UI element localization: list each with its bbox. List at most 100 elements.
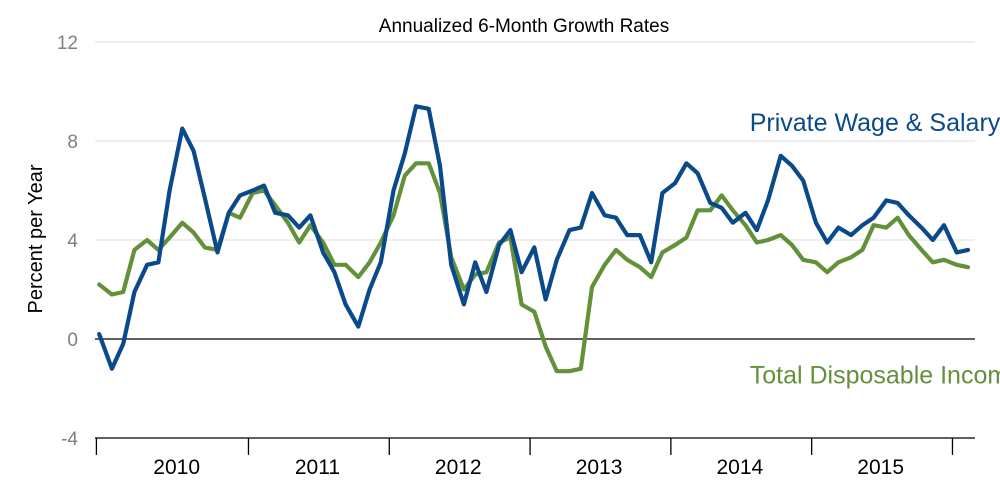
wage-salary-point [907, 213, 911, 218]
disposable-income-point [391, 213, 396, 218]
disposable-income-point [731, 208, 735, 213]
disposable-income-point [790, 243, 794, 247]
disposable-income-point [543, 344, 548, 349]
wage-salary-point [238, 193, 242, 198]
wage-salary-point [180, 126, 185, 131]
disposable-income-point [519, 302, 524, 307]
disposable-income-point [297, 240, 302, 245]
x-tick-label: 2011 [295, 456, 340, 479]
wage-salary-point [286, 213, 290, 218]
wage-salary-point [590, 191, 594, 195]
x-tick-label: 2012 [435, 456, 482, 479]
wage-salary-point [884, 198, 889, 203]
disposable-income-point [907, 233, 911, 237]
wage-salary-point [919, 225, 924, 230]
wage-salary-point [825, 240, 829, 245]
disposable-income-point [532, 310, 537, 314]
disposable-income-point [121, 290, 125, 294]
wage-salary-point [203, 196, 207, 200]
wage-salary-line [97, 104, 971, 371]
disposable-income-point [766, 238, 770, 242]
disposable-income-point [814, 260, 818, 265]
disposable-income-line [97, 161, 971, 374]
disposable-income-point [708, 208, 713, 213]
disposable-income-point [614, 248, 618, 252]
disposable-income-label: Total Disposable Income [750, 362, 1000, 390]
series-lines [97, 104, 971, 374]
x-tick-label: 2014 [717, 456, 764, 479]
wage-salary-point [473, 260, 478, 265]
wage-salary-point [438, 164, 442, 168]
wage-salary-point [814, 220, 818, 225]
y-tick-label: 8 [67, 132, 78, 153]
disposable-income-point [379, 240, 383, 245]
wage-salary-point [403, 151, 407, 156]
disposable-income-point [942, 258, 946, 262]
disposable-income-point [695, 208, 700, 213]
wage-salary-point [860, 223, 865, 227]
disposable-income-point [110, 292, 114, 297]
x-tick-label: 2013 [576, 456, 623, 479]
wage-salary-point [110, 366, 114, 371]
disposable-income-point [931, 260, 935, 265]
wage-salary-point [332, 270, 337, 275]
disposable-income-point [602, 263, 607, 267]
wage-salary-point [532, 245, 537, 250]
wage-salary-point [414, 104, 418, 109]
disposable-income-point [484, 270, 489, 275]
chart-title: Annualized 6-Month Growth Rates [379, 16, 669, 37]
wage-salary-point [449, 263, 454, 267]
disposable-income-point [871, 223, 876, 227]
wage-salary-point [684, 161, 689, 166]
disposable-income-point [414, 161, 418, 166]
wage-salary-point [755, 228, 759, 232]
wage-salary-point [191, 149, 196, 153]
wage-salary-point [849, 233, 853, 237]
wage-salary-point [508, 228, 513, 232]
disposable-income-point [590, 285, 594, 289]
wage-salary-point [156, 260, 161, 265]
disposable-income-point [132, 248, 137, 252]
y-tick-label: 12 [57, 33, 78, 54]
wage-salary-point [321, 250, 325, 255]
wage-salary-point [121, 342, 125, 346]
wage-salary-point [167, 188, 172, 193]
wage-salary-point [426, 107, 431, 111]
wage-salary-point [543, 297, 548, 302]
y-tick-label: 4 [67, 231, 78, 252]
disposable-income-point [238, 215, 242, 220]
disposable-income-point [919, 248, 924, 252]
disposable-income-point [145, 238, 149, 242]
x-tick-label: 2015 [857, 456, 904, 479]
wage-salary-point [497, 243, 501, 247]
wage-salary-point [97, 332, 101, 336]
disposable-income-point [97, 282, 101, 287]
disposable-income-point [332, 263, 337, 267]
wage-salary-point [790, 164, 794, 168]
wage-salary-point [766, 198, 770, 203]
y-tick-label: 0 [67, 330, 78, 351]
disposable-income-point [649, 275, 653, 279]
wage-salary-point [966, 248, 970, 252]
disposable-income-point [167, 235, 172, 240]
disposable-income-point [579, 366, 583, 371]
disposable-income-point [286, 220, 290, 225]
wage-salary-point [942, 223, 946, 227]
disposable-income-point [719, 193, 724, 198]
wage-salary-point [391, 188, 396, 193]
wage-salary-point [227, 211, 231, 215]
disposable-income-point [801, 258, 805, 262]
disposable-income-point [462, 287, 466, 292]
wage-salary-point [343, 302, 348, 307]
disposable-income-point [343, 263, 348, 267]
wage-salary-point [719, 206, 724, 210]
wage-salary-point [602, 213, 607, 218]
wage-salary-point [356, 324, 361, 329]
wage-salary-point [836, 225, 841, 230]
disposable-income-point [755, 240, 759, 245]
disposable-income-point [567, 369, 572, 374]
wage-salary-label: Private Wage & Salary Income [750, 109, 1000, 137]
disposable-income-point [426, 161, 431, 166]
disposable-income-point [203, 245, 207, 250]
